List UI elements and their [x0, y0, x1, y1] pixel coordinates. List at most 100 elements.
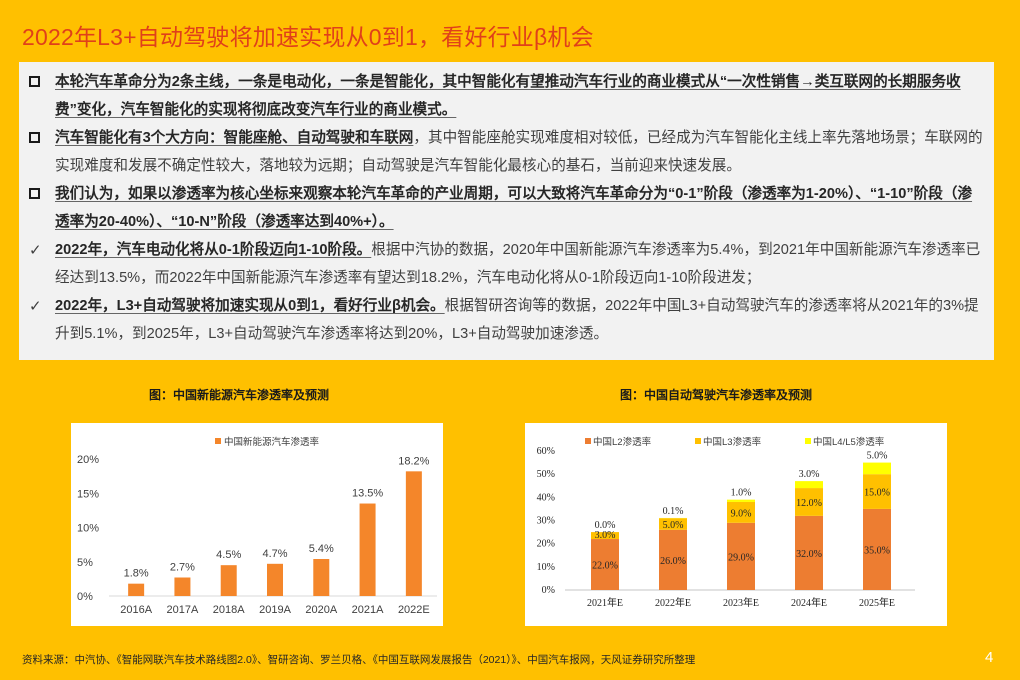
bullet-paragraph: ✓ 2022年，L3+自动驾驶将加速实现从0到1，看好行业β机会。根据智研咨询等的… [29, 292, 984, 348]
bar [174, 577, 191, 596]
bullet-paragraph: 本轮汽车革命分为2条主线，一条是电动化，一条是智能化，其中智能化有望推动汽车行业… [29, 68, 984, 124]
segment-value-label: 0.1% [663, 506, 684, 517]
bullet-body-text: 根据智研咨询等的数据，2022年中国L3+自动驾驶汽车的渗透率将从2021年的3… [55, 298, 979, 342]
legend-label: 中国L3渗透率 [703, 436, 762, 448]
segment-value-label: 5.0% [867, 451, 888, 462]
x-tick-label: 2021年E [587, 596, 623, 609]
legend-label: 中国新能源汽车渗透率 [224, 436, 320, 448]
bullet-bold-text: 2022年，L3+自动驾驶将加速实现从0到1，看好行业β机会。 [55, 298, 445, 314]
summary-text-box: 本轮汽车革命分为2条主线，一条是电动化，一条是智能化，其中智能化有望推动汽车行业… [19, 62, 994, 360]
bar-value-label: 4.5% [216, 549, 241, 561]
legend-swatch [805, 438, 811, 444]
bar-value-label: 18.2% [398, 455, 429, 467]
x-tick-label: 2022年E [655, 596, 691, 609]
y-tick-label: 0% [542, 585, 555, 596]
y-tick-label: 60% [537, 446, 555, 457]
segment-value-label: 15.0% [864, 488, 890, 499]
stacked-bar-segment [727, 522, 755, 590]
bar-value-label: 1.8% [124, 568, 149, 580]
stacked-bar-segment [659, 529, 687, 590]
y-tick-label: 15% [77, 488, 99, 500]
y-tick-label: 10% [77, 523, 99, 535]
bullet-bold-text: 汽车智能化有3个大方向：智能座舱、自动驾驶和车联网 [55, 130, 414, 146]
segment-value-label: 35.0% [864, 545, 890, 556]
stacked-bar-segment [591, 532, 619, 540]
segment-value-label: 29.0% [728, 552, 754, 563]
segment-value-label: 22.0% [592, 561, 618, 572]
y-tick-label: 20% [77, 454, 99, 466]
bullet-paragraph: ✓ 2022年，汽车电动化将从0-1阶段迈向1-10阶段。根据中汽协的数据，202… [29, 236, 984, 292]
legend-swatch [215, 438, 221, 444]
chart-caption-autonomous: 图：中国自动驾驶汽车渗透率及预测 [620, 388, 813, 402]
segment-value-label: 3.0% [595, 530, 616, 541]
stacked-bar-segment [863, 508, 891, 590]
segment-value-label: 26.0% [660, 556, 686, 567]
y-tick-label: 40% [537, 492, 555, 503]
nev-bar-chart-svg: 中国新能源汽车渗透率 0% 5% 10% 15% 20% 1.8% 2016A 2.7% 2017… [77, 436, 437, 616]
x-tick-label: 2017A [167, 604, 199, 616]
square-bullet-icon [29, 68, 49, 96]
stacked-bar-segment [727, 499, 755, 502]
bar [313, 559, 330, 596]
bar [220, 565, 237, 596]
segment-value-label: 0.0% [595, 520, 616, 531]
stacked-bar-segment [727, 501, 755, 523]
segment-value-label: 32.0% [796, 549, 822, 560]
x-tick-label: 2021A [352, 604, 384, 616]
x-tick-label: 2020A [305, 604, 337, 616]
square-bullet-icon [29, 124, 49, 152]
stacked-bar-segment [795, 481, 823, 489]
checkmark-icon: ✓ [29, 242, 42, 259]
bar-value-label: 13.5% [352, 488, 383, 500]
stacked-bar-segment [863, 462, 891, 475]
page-title: 2022年L3+自动驾驶将加速实现从0到1，看好行业β机会 [22, 24, 594, 50]
segment-value-label: 5.0% [663, 520, 684, 531]
bar-value-label: 2.7% [170, 562, 195, 574]
segment-value-label: 9.0% [731, 508, 752, 519]
autonomous-penetration-chart: 中国L2渗透率 中国L3渗透率 中国L4/L5渗透率 0% 10% 20% 30% 40% 50… [525, 423, 947, 626]
bar [128, 583, 145, 596]
source-footnote: 资料来源：中汽协、《智能网联汽车技术路线图2.0》、智研咨询、罗兰贝格、《中国互… [22, 654, 696, 666]
bullet-bold-text: 我们认为，如果以渗透率为核心坐标来观察本轮汽车革命的产业周期，可以大致将汽车革命… [55, 186, 973, 230]
bullet-body-text: ，其中智能座舱实现难度相对较低，已经成为汽车智能化主线上率先落地场景；车联网的实… [55, 130, 983, 174]
stacked-bar-segment [659, 518, 687, 530]
x-tick-label: 2022E [398, 604, 430, 616]
x-tick-label: 2018A [213, 604, 245, 616]
chart-caption-nev: 图：中国新能源汽车渗透率及预测 [149, 388, 330, 402]
stacked-bar-segment [795, 488, 823, 516]
stacked-bar-segment [863, 474, 891, 509]
legend-swatch [585, 438, 591, 444]
bar-value-label: 5.4% [309, 543, 334, 555]
bar-value-label: 4.7% [262, 548, 287, 560]
legend-label: 中国L4/L5渗透率 [813, 436, 885, 448]
segment-value-label: 12.0% [796, 498, 822, 509]
bar [405, 471, 422, 596]
y-tick-label: 5% [77, 557, 93, 569]
nev-penetration-chart: 中国新能源汽车渗透率 0% 5% 10% 15% 20% 1.8% 2016A 2.7% 2017… [71, 423, 443, 626]
y-tick-label: 0% [77, 591, 93, 603]
y-tick-label: 10% [537, 562, 555, 573]
y-tick-label: 30% [537, 516, 555, 527]
bullet-paragraph: 汽车智能化有3个大方向：智能座舱、自动驾驶和车联网，其中智能座舱实现难度相对较低… [29, 124, 984, 180]
segment-value-label: 3.0% [799, 469, 820, 480]
x-tick-label: 2023年E [723, 596, 759, 609]
bar [267, 563, 283, 596]
y-tick-label: 50% [537, 469, 555, 480]
square-bullet-icon [29, 180, 49, 208]
x-tick-label: 2019A [259, 604, 291, 616]
page-number: 4 [985, 649, 994, 666]
x-tick-label: 2016A [120, 604, 152, 616]
stacked-bar-segment [795, 515, 823, 590]
x-tick-label: 2025年E [859, 596, 895, 609]
y-tick-label: 20% [537, 539, 555, 550]
stacked-bar-segment [591, 539, 619, 590]
legend-swatch [695, 438, 701, 444]
bullet-body-text: 根据中汽协的数据，2020年中国新能源汽车渗透率为5.4%，到2021年中国新能… [55, 242, 981, 286]
bullet-bold-text: 本轮汽车革命分为2条主线，一条是电动化，一条是智能化，其中智能化有望推动汽车行业… [55, 74, 961, 118]
bullet-bold-text: 2022年，汽车电动化将从0-1阶段迈向1-10阶段。 [55, 242, 372, 258]
legend-label: 中国L2渗透率 [593, 436, 652, 448]
bullet-paragraph: 我们认为，如果以渗透率为核心坐标来观察本轮汽车革命的产业周期，可以大致将汽车革命… [29, 180, 984, 236]
checkmark-icon: ✓ [29, 298, 42, 315]
segment-value-label: 1.0% [731, 488, 752, 499]
autonomous-stacked-bar-chart-svg: 中国L2渗透率 中国L3渗透率 中国L4/L5渗透率 0% 10% 20% 30% 40% 50… [537, 436, 915, 609]
